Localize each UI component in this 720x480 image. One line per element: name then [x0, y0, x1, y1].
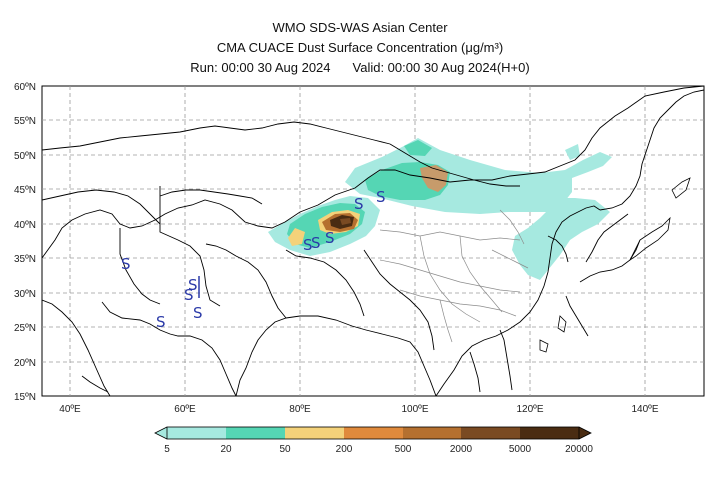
latitude-labels: 60ºN 55ºN 50ºN 45ºN 40ºN 35ºN 30ºN 25ºN …: [14, 82, 36, 403]
run-valid-line: Run: 00:00 30 Aug 2024 Valid: 00:00 30 Au…: [0, 58, 720, 78]
colorbar-bin-20-50: [226, 427, 285, 439]
dust-marker-afghanistan-1: S: [184, 286, 194, 304]
dust-marker-dzungaria: S: [354, 195, 364, 213]
country-borders: [42, 86, 704, 396]
colorbar-label-20: 20: [220, 444, 232, 455]
dust-area-20-50-mongolia: [404, 140, 432, 156]
islands: [539, 177, 691, 353]
lon-label-120: 120ºE: [516, 404, 543, 415]
dust-marker-oman-gulf: S: [156, 313, 166, 331]
dust-area-5-20-east: [512, 198, 610, 280]
colorbar-label-5000: 5000: [509, 444, 532, 455]
lon-label-80: 80ºE: [289, 404, 311, 415]
lat-label-45: 45ºN: [14, 185, 36, 196]
colorbar-bin-50-200: [285, 427, 344, 439]
dust-marker-iran: S: [121, 255, 131, 273]
colorbar-bin-2000-5000: [461, 427, 520, 439]
dust-marker-afghanistan-2: S: [188, 276, 198, 294]
center-title: WMO SDS-WAS Asian Center: [272, 20, 448, 35]
dust-area-50-200-west: [288, 228, 305, 246]
dust-marker-kashgar-2: S: [311, 234, 321, 252]
lat-label-35: 35ºN: [14, 254, 36, 265]
dust-marker-pakistan: S: [193, 304, 203, 322]
lat-label-40: 40ºN: [14, 220, 36, 231]
dust-area-2000-5000: [340, 218, 351, 225]
colorbar-bin-500-2000: [403, 427, 461, 439]
colorbar-label-500: 500: [395, 444, 412, 455]
dust-marker-kashgar-1: S: [303, 236, 313, 254]
lat-label-30: 30ºN: [14, 289, 36, 300]
lat-label-25: 25ºN: [14, 323, 36, 334]
colorbar-bin-5-20: [167, 427, 226, 439]
colorbar-bin-5000-20000: [520, 427, 579, 439]
longitude-labels: 40ºE 60ºE 80ºE 100ºE 120ºE 140ºE: [59, 404, 659, 415]
lon-label-140: 140ºE: [631, 404, 658, 415]
lon-label-100: 100ºE: [401, 404, 428, 415]
colorbar-label-2000: 2000: [450, 444, 473, 455]
valid-time: Valid: 00:00 30 Aug 2024(H+0): [352, 60, 530, 75]
province-borders: [379, 209, 529, 343]
colorbar-bin-200-500: [344, 427, 403, 439]
lat-label-15: 15ºN: [14, 392, 36, 403]
lat-label-55: 55ºN: [14, 116, 36, 127]
dust-area-5-20-northeast: [565, 144, 580, 160]
run-time: Run: 00:00 30 Aug 2024: [190, 60, 331, 75]
colorbar: 5 20 50 200 500 2000 5000 20000: [154, 426, 593, 455]
lat-label-50: 50ºN: [14, 151, 36, 162]
colorbar-label-5: 5: [164, 444, 170, 455]
lon-label-40: 40ºE: [59, 404, 81, 415]
colorbar-label-20000: 20000: [565, 444, 593, 455]
colorbar-label-50: 50: [279, 444, 291, 455]
colorbar-min-arrow: [155, 427, 167, 439]
lat-label-20: 20ºN: [14, 358, 36, 369]
dust-marker-taklimakan: S: [325, 229, 335, 247]
product-title: CMA CUACE Dust Surface Concentration (μg…: [216, 40, 504, 55]
colorbar-outline: [166, 426, 580, 440]
dust-storm-markers: S S S S S S S S S S: [121, 188, 386, 331]
colorbar-label-200: 200: [336, 444, 353, 455]
dust-marker-gobi: S: [376, 188, 386, 206]
lat-label-60: 60ºN: [14, 82, 36, 93]
map-frame: [41, 85, 705, 397]
lon-label-60: 60ºE: [174, 404, 196, 415]
map-header: WMO SDS-WAS Asian Center CMA CUACE Dust …: [0, 18, 720, 78]
colorbar-max-arrow: [579, 427, 591, 439]
